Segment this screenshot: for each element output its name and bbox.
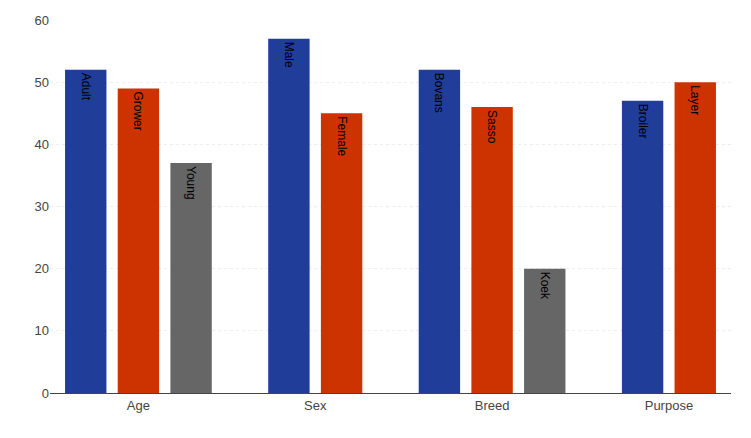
svg-text:50: 50 — [35, 75, 49, 90]
svg-text:Male: Male — [282, 42, 296, 68]
svg-text:40: 40 — [35, 137, 49, 152]
svg-text:Breed: Breed — [475, 398, 510, 413]
svg-text:Female: Female — [335, 116, 349, 156]
svg-text:Age: Age — [127, 398, 150, 413]
svg-text:20: 20 — [35, 261, 49, 276]
svg-text:Koek: Koek — [538, 272, 552, 300]
svg-text:Layer: Layer — [688, 85, 702, 115]
svg-text:Sex: Sex — [304, 398, 327, 413]
svg-text:Grower: Grower — [131, 91, 145, 130]
svg-text:60: 60 — [35, 13, 49, 28]
svg-text:Purpose: Purpose — [645, 398, 693, 413]
svg-text:Sasso: Sasso — [485, 110, 499, 144]
svg-text:Adult: Adult — [79, 73, 93, 101]
svg-text:Bovans: Bovans — [432, 73, 446, 113]
svg-text:30: 30 — [35, 199, 49, 214]
svg-text:0: 0 — [42, 386, 49, 401]
svg-text:Broiler: Broiler — [636, 104, 650, 139]
svg-text:Young: Young — [184, 166, 198, 200]
svg-text:10: 10 — [35, 323, 49, 338]
